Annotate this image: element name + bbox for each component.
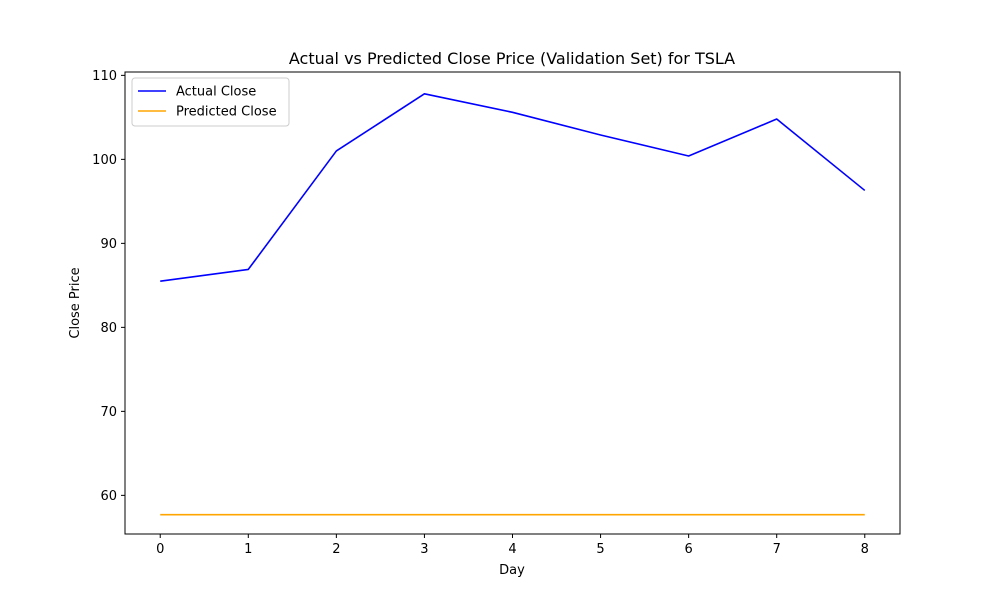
y-axis-label: Close Price xyxy=(68,267,83,338)
legend-box xyxy=(131,77,290,127)
series-line-actual-close xyxy=(160,93,866,282)
y-tick-label: 100 xyxy=(92,153,117,168)
plot-lines xyxy=(160,93,866,516)
x-tick-label: 3 xyxy=(420,542,428,557)
chart-title: Actual vs Predicted Close Price (Validat… xyxy=(289,49,735,68)
y-tick-label: 80 xyxy=(100,321,117,336)
y-tick-label: 70 xyxy=(100,405,117,420)
x-tick-label: 4 xyxy=(508,542,516,557)
y-tick-label: 90 xyxy=(100,237,117,252)
x-tick-label: 8 xyxy=(861,542,869,557)
y-tick-label: 110 xyxy=(92,69,117,84)
y-axis: 60 70 80 90 100 110 xyxy=(92,69,125,504)
x-tick-label: 7 xyxy=(773,542,781,557)
legend-label: Predicted Close xyxy=(176,105,277,120)
y-tick-label: 60 xyxy=(100,489,117,504)
x-axis-label: Day xyxy=(499,563,525,578)
x-tick-label: 6 xyxy=(684,542,692,557)
legend: Actual Close Predicted Close xyxy=(131,77,290,127)
plot-frame xyxy=(124,71,901,535)
x-tick-label: 2 xyxy=(332,542,340,557)
x-axis: 0 1 2 3 4 5 6 7 8 xyxy=(156,534,869,557)
x-tick-label: 1 xyxy=(244,542,252,557)
x-tick-label: 0 xyxy=(156,542,164,557)
legend-label: Actual Close xyxy=(176,85,256,100)
x-tick-label: 5 xyxy=(596,542,604,557)
